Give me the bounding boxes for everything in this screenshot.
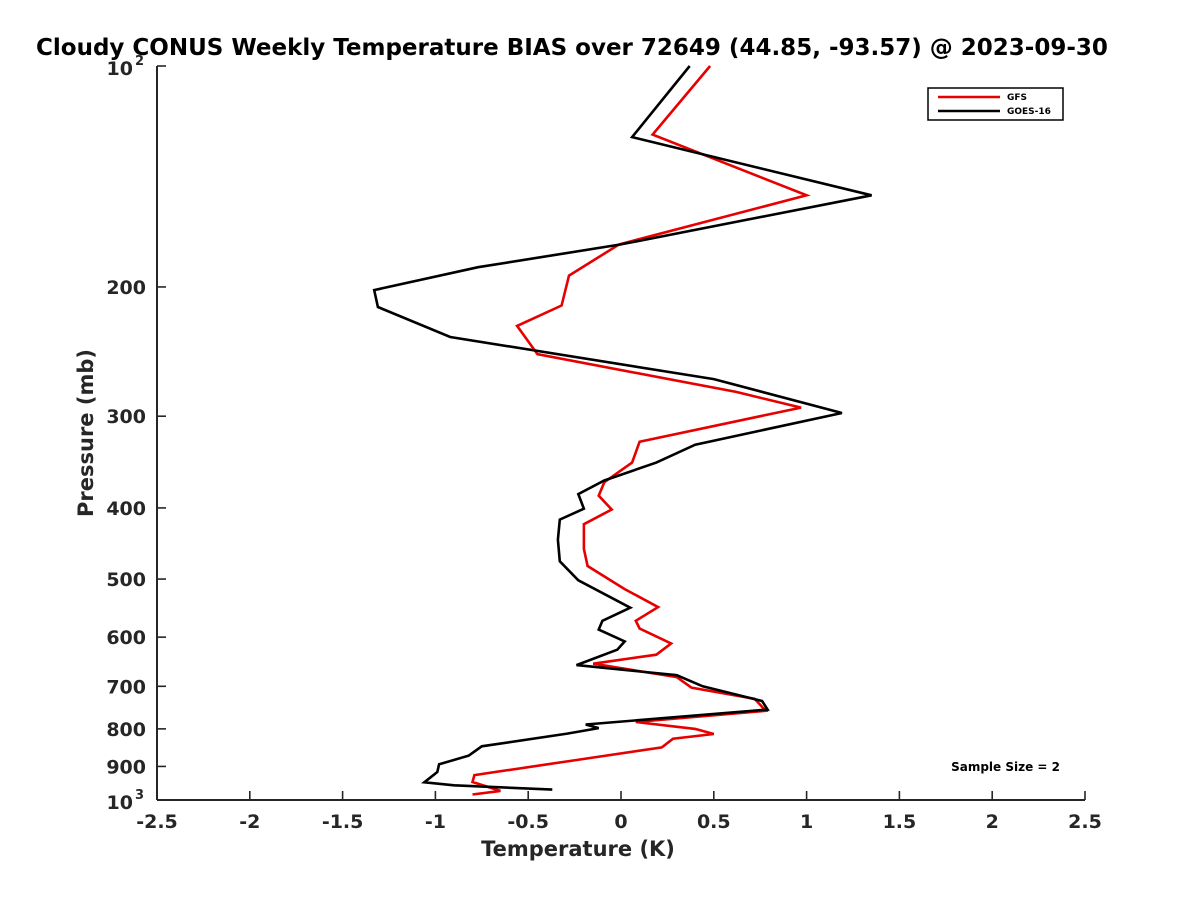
x-axis-label: Temperature (K) — [481, 837, 675, 861]
x-tick-label: -1.5 — [322, 811, 364, 833]
x-tick-label: -1 — [425, 811, 446, 833]
y-axis-label: Pressure (mb) — [74, 349, 98, 517]
y-tick-label: 300 — [106, 406, 146, 428]
chart-title: Cloudy CONUS Weekly Temperature BIAS ove… — [36, 35, 1108, 61]
legend-label: GOES-16 — [1007, 107, 1051, 117]
x-tick-label: 1.5 — [883, 811, 917, 833]
y-tick-label: 500 — [106, 569, 146, 591]
x-tick-label: 2.5 — [1068, 811, 1102, 833]
y-tick-label: 900 — [106, 756, 146, 778]
x-tick-label: 2 — [986, 811, 999, 833]
x-tick-label: -0.5 — [507, 811, 549, 833]
plot-axes: -2.5 -2 -1.5 -1 -0.5 0 0.5 1 1.5 2 2.510 2200300400… — [106, 54, 1102, 833]
x-tick-label: -2 — [239, 811, 260, 833]
x-tick-label: 0 — [614, 811, 627, 833]
legend: GFS GOES-16 — [927, 87, 1064, 121]
series-layer — [372, 65, 872, 796]
x-tick-label: 0.5 — [697, 811, 731, 833]
y-tick-label: 800 — [106, 719, 146, 741]
y-tick-label: 10 — [107, 792, 133, 814]
y-tick-label: 400 — [106, 498, 146, 520]
y-tick-label: 700 — [106, 676, 146, 698]
x-tick-label: 1 — [800, 811, 813, 833]
series-line-gfs — [470, 65, 811, 796]
y-tick-exponent: 3 — [135, 788, 144, 803]
y-tick-label: 600 — [106, 627, 146, 649]
legend-box — [927, 87, 1064, 121]
sample-size-note: Sample Size = 2 — [951, 760, 1060, 774]
y-tick-label: 10 — [107, 58, 133, 80]
y-tick-label: 200 — [106, 277, 146, 299]
series-line-goes-16 — [372, 65, 872, 791]
x-tick-label: -2.5 — [136, 811, 178, 833]
legend-label: GFS — [1007, 93, 1027, 103]
y-tick-exponent: 2 — [135, 54, 144, 69]
